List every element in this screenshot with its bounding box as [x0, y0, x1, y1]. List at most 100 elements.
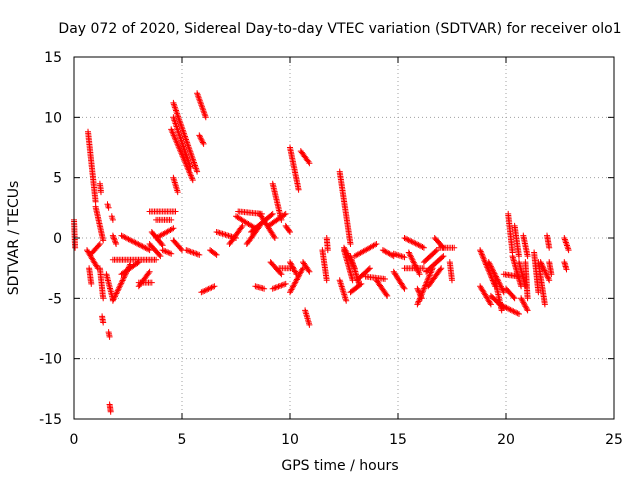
data-point-series [92, 203, 107, 244]
data-point-series [414, 265, 436, 308]
data-point-series [302, 307, 313, 328]
data-point-series [503, 285, 518, 302]
data-point-series [153, 225, 177, 241]
data-point-series [509, 253, 525, 290]
y-tick-label: 0 [53, 231, 62, 247]
data-point-series [520, 232, 531, 260]
x-axis-title: GPS time / hours [281, 458, 398, 474]
data-point-series [135, 268, 153, 290]
data-points [71, 90, 572, 415]
data-point-series [99, 313, 107, 326]
x-tick-label: 25 [605, 432, 623, 448]
x-tick-label: 10 [281, 432, 299, 448]
data-point-series [537, 259, 553, 284]
data-point-series [282, 222, 293, 235]
data-point-series [390, 268, 408, 292]
data-point-series [496, 301, 522, 317]
data-point-series [405, 249, 423, 278]
data-point-series [401, 235, 427, 251]
data-point-series [88, 241, 103, 257]
data-point-series [423, 253, 447, 275]
data-point-series [252, 283, 268, 292]
data-point-series [516, 259, 529, 290]
data-point-series [170, 237, 185, 254]
data-point-series [153, 216, 175, 223]
axis-ticks [73, 56, 615, 420]
data-point-series [86, 265, 95, 287]
data-point-series [96, 180, 104, 196]
data-point-series [105, 329, 113, 340]
data-point-series [323, 235, 331, 254]
data-point-series [287, 144, 302, 193]
data-point-series [85, 128, 99, 205]
x-tick-label: 20 [497, 432, 515, 448]
data-point-series [170, 114, 194, 171]
y-tick-label: -10 [39, 352, 62, 368]
data-point-series [347, 280, 365, 296]
data-point-series [477, 283, 494, 308]
data-point-series [109, 256, 160, 263]
data-point-series [319, 247, 330, 284]
data-point-series [362, 273, 388, 282]
data-point-series [269, 180, 285, 223]
data-point-series [269, 280, 289, 292]
x-tick-label: 0 [70, 432, 79, 448]
data-point-series [198, 283, 218, 296]
data-point-series [336, 277, 350, 304]
data-point-series [300, 259, 313, 275]
tick-labels: 0 5 10 15 20 25 -15 -10 -5 0 5 10 15 [39, 50, 623, 448]
x-tick-label: 15 [389, 432, 407, 448]
data-point-series [170, 99, 201, 175]
chart-title: Day 072 of 2020, Sidereal Day-to-day VTE… [58, 21, 621, 37]
data-point-series [109, 232, 120, 247]
data-point-series [561, 235, 572, 254]
data-point-series [196, 132, 207, 147]
x-tick-label: 5 [178, 432, 187, 448]
data-point-series [511, 222, 522, 260]
data-point-series [194, 90, 209, 121]
data-point-series [336, 168, 354, 247]
data-point-series [373, 277, 391, 299]
data-point-series [561, 259, 570, 273]
data-point-series [226, 222, 246, 247]
data-point-series [425, 265, 445, 290]
data-point-series [287, 259, 300, 278]
y-tick-label: -15 [39, 412, 62, 428]
data-point-series [106, 401, 114, 415]
data-point-series [297, 148, 313, 167]
data-point-series [522, 259, 531, 302]
data-point-series [168, 126, 196, 184]
data-point-series [544, 232, 553, 251]
data-point-series [108, 213, 116, 223]
data-point-series [485, 259, 507, 296]
data-point-series [96, 265, 107, 302]
data-point-series [207, 247, 220, 258]
data-point-series [390, 250, 408, 261]
data-point-series [118, 232, 153, 254]
data-point-series [446, 259, 455, 284]
data-point-series [267, 259, 285, 278]
data-point-series [170, 174, 181, 196]
data-point-series [354, 265, 373, 284]
data-point-series [546, 259, 555, 278]
data-point-series [287, 265, 306, 296]
data-point-series [135, 279, 155, 286]
data-point-series [118, 259, 142, 278]
data-point-series [104, 201, 112, 211]
y-tick-label: 5 [53, 171, 62, 187]
data-point-series [146, 208, 179, 215]
data-point-series [71, 216, 79, 251]
grid [74, 57, 614, 419]
y-tick-label: 15 [44, 50, 62, 66]
data-point-series [505, 210, 516, 256]
data-point-series [531, 249, 542, 296]
data-point-series [420, 247, 440, 266]
y-tick-label: -5 [48, 291, 62, 307]
data-point-series [183, 247, 203, 258]
data-point-series [518, 295, 531, 314]
data-point-series [146, 241, 164, 260]
data-point-series [436, 244, 458, 251]
y-tick-label: 10 [44, 110, 62, 126]
data-point-series [159, 247, 175, 257]
